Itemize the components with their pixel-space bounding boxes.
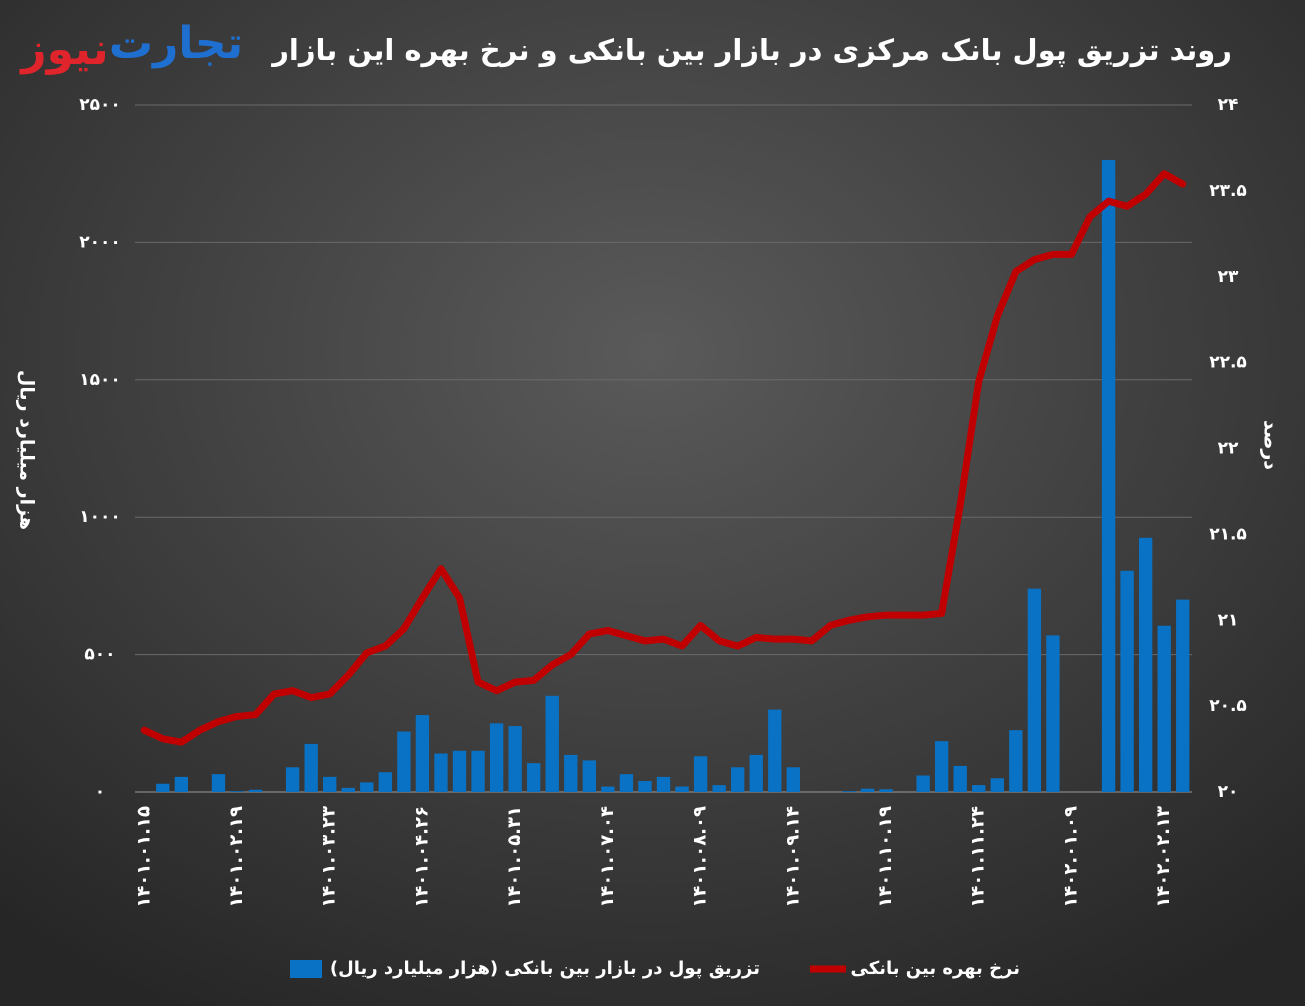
bar [879, 789, 893, 792]
bar [1157, 625, 1171, 792]
bar [230, 791, 244, 792]
x-tick-label: ۱۴۰۱.۱۱.۲۴ [968, 806, 989, 908]
y-axis-label: هزار میلیارد ریال [16, 370, 38, 530]
bar [285, 767, 300, 792]
bar [489, 723, 504, 792]
x-tick-label: ۱۴۰۱.۰۲.۱۹ [226, 806, 247, 908]
bar [248, 789, 263, 792]
bar [860, 788, 875, 792]
x-tick-label: ۱۴۰۱.۰۹.۱۴ [782, 806, 803, 908]
bar [619, 774, 634, 792]
bar [601, 786, 615, 792]
y2-tick-label: ۲۱.۵ [1209, 524, 1247, 544]
bar [156, 783, 170, 792]
y-tick-label: ۵۰۰ [84, 645, 115, 665]
bar [1101, 159, 1116, 792]
bar [174, 776, 189, 792]
bar [712, 785, 726, 792]
bar [675, 786, 689, 792]
y2-tick-label: ۲۰ [1218, 782, 1239, 802]
bar [730, 767, 745, 792]
bar [656, 776, 671, 792]
x-tick-label: ۱۴۰۱.۰۵.۳۱ [504, 806, 525, 908]
y-tick-label: ۱۰۰۰ [79, 507, 121, 527]
y2-tick-label: ۲۳ [1218, 267, 1239, 287]
y-tick-label: ۲۵۰۰ [79, 95, 121, 115]
bar [1027, 588, 1042, 792]
bar [378, 772, 393, 792]
x-tick-label: ۱۴۰۲.۰۲.۱۳ [1153, 806, 1174, 908]
bar [323, 776, 337, 792]
y2-tick-label: ۲۰.۵ [1209, 696, 1247, 716]
bar [842, 791, 856, 792]
bar [953, 765, 967, 792]
x-tick-label: ۱۴۰۱.۰۴.۲۶ [411, 806, 432, 908]
legend-label: نرخ بهره بین بانکی [851, 958, 1020, 979]
bar [545, 695, 559, 792]
bar [1120, 570, 1134, 792]
x-tick-label: ۱۴۰۱.۰۷.۰۴ [597, 806, 618, 908]
x-tick-label: ۱۴۰۱.۰۳.۲۳ [319, 806, 340, 908]
bar [471, 750, 485, 792]
bar [415, 715, 430, 792]
bar [211, 774, 226, 792]
bar [304, 743, 318, 792]
y2-tick-label: ۲۴ [1218, 95, 1239, 115]
bar [434, 753, 448, 792]
logo-left: نیوز [19, 24, 108, 75]
bar [582, 760, 597, 792]
x-tick-label: ۱۴۰۱.۱۰.۱۹ [875, 806, 896, 908]
bar [916, 775, 930, 792]
y2-tick-label: ۲۳.۵ [1209, 181, 1247, 201]
bar [1009, 730, 1023, 792]
logo-right: تجارت [109, 18, 243, 69]
y2-tick-label: ۲۲.۵ [1209, 353, 1247, 373]
bar [564, 754, 578, 792]
bar [341, 787, 355, 792]
bar [990, 778, 1004, 792]
line [140, 170, 1187, 746]
bar [638, 781, 652, 792]
legend-label: تزریق پول در بازار بین بانکی (هزار میلیا… [330, 958, 760, 979]
bar [360, 782, 374, 792]
legend-swatch [290, 960, 322, 978]
bar [768, 709, 782, 792]
y2-tick-label: ۲۲ [1218, 439, 1239, 459]
bar [1046, 635, 1060, 792]
bar [527, 763, 541, 792]
bar [1138, 537, 1153, 792]
bar [693, 756, 708, 792]
bar [786, 767, 800, 792]
y2-axis-label: درصد [1260, 420, 1282, 470]
y-tick-label: ۰ [95, 782, 105, 802]
x-tick-label: ۱۴۰۱.۰۱.۱۵ [133, 806, 154, 908]
x-tick-label: ۱۴۰۲.۰۱.۰۹ [1060, 806, 1081, 908]
bar [452, 750, 467, 792]
bar [508, 726, 522, 792]
bar [749, 754, 763, 792]
y2-tick-label: ۲۱ [1218, 610, 1239, 630]
x-tick-label: ۱۴۰۱.۰۸.۰۹ [690, 806, 711, 908]
bar [397, 731, 411, 792]
y-tick-label: ۲۰۰۰ [79, 232, 121, 252]
y-tick-label: ۱۵۰۰ [79, 370, 121, 390]
bar [1176, 599, 1190, 792]
bar [934, 741, 949, 792]
chart-title: روند تزریق پول بانک مرکزی در بازار بین ب… [270, 33, 1232, 68]
bar [972, 785, 986, 792]
